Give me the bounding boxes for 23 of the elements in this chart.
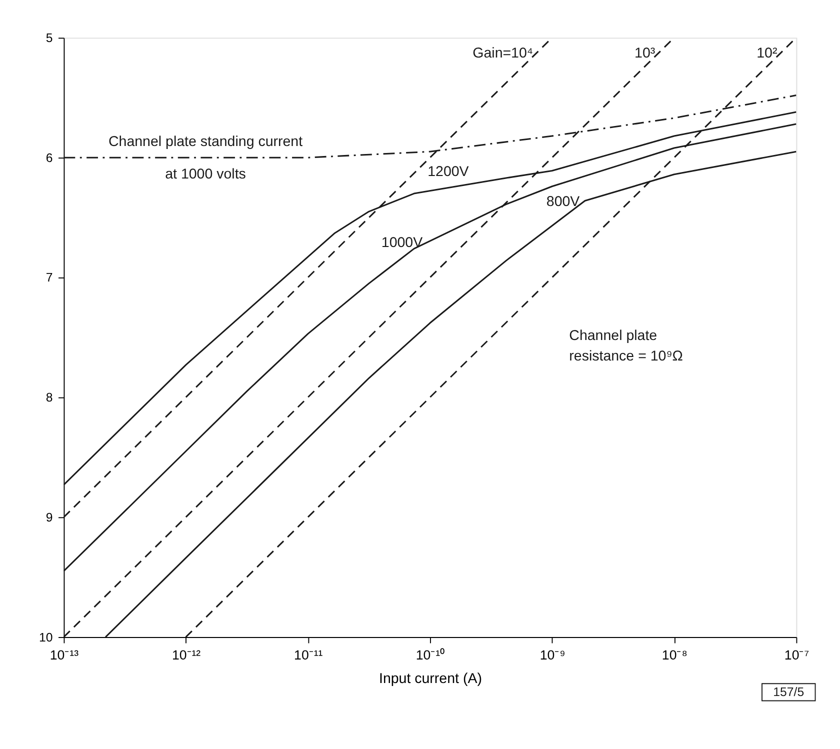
series-label: 10³ <box>634 46 656 62</box>
series-label: Gain=10⁴ <box>472 46 534 62</box>
x-tick-label: 10⁻⁹ <box>540 647 566 662</box>
x-tick-label: 10⁻¹⁰ <box>416 647 446 662</box>
x-tick-label: 10⁻¹¹ <box>294 647 324 662</box>
annotation: 1000V <box>381 234 424 251</box>
x-tick-label: 10⁻⁷ <box>784 647 810 662</box>
x-axis-title: Input current (A) <box>378 671 482 688</box>
annotation: Channel plate resistance = 10⁹Ω <box>569 328 684 365</box>
x-tick-label: 10⁻¹² <box>172 647 202 662</box>
y-tick-label: 8 <box>46 390 53 405</box>
y-tick-label: 6 <box>46 150 53 165</box>
y-tick-label: 9 <box>46 510 53 524</box>
y-tick-label: 7 <box>46 270 53 285</box>
x-tick-label: 10⁻¹³ <box>50 647 80 662</box>
annotation: 1200V <box>428 164 470 180</box>
x-tick-label: 10⁻⁸ <box>662 647 688 662</box>
y-tick-label: 5 <box>46 31 53 46</box>
annotation: 800V <box>546 194 580 210</box>
text: 157/5 <box>773 685 804 700</box>
y-tick-label: 10 <box>39 630 53 644</box>
annotation: Channel plate standing current at 1000 volts <box>108 134 303 183</box>
series-label: 10² <box>756 46 778 62</box>
